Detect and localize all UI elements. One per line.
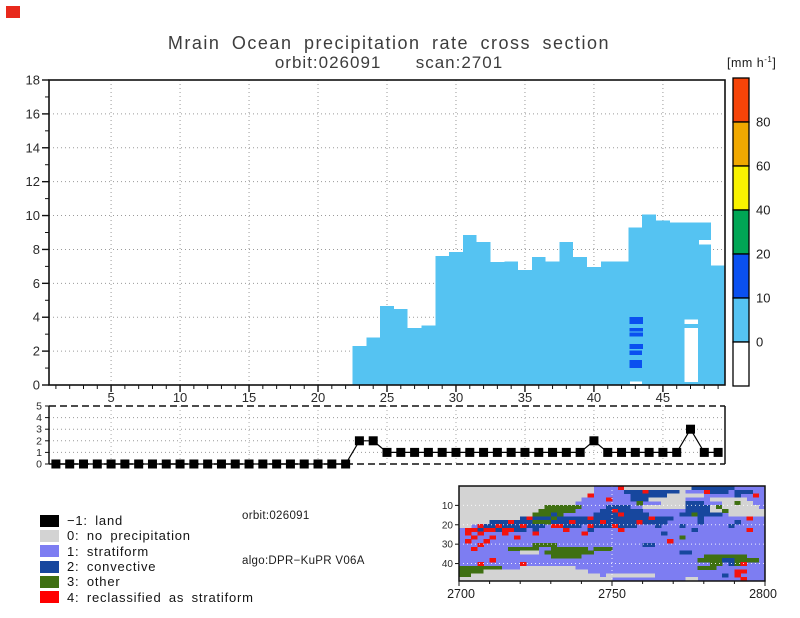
svg-text:12: 12 [26, 174, 40, 189]
svg-text:1: 1 [36, 447, 42, 459]
svg-text:35: 35 [518, 390, 532, 405]
svg-text:8: 8 [33, 242, 40, 257]
svg-text:60: 60 [756, 159, 770, 174]
reclassified-swatch-icon [40, 591, 59, 604]
unit-prefix: [mm h [727, 56, 765, 71]
no-precipitation-swatch-icon [40, 529, 59, 542]
convective-swatch-icon [40, 560, 59, 573]
legend: −1: land 0: no precipitation 1: stratifo… [40, 513, 254, 605]
svg-text:15: 15 [242, 390, 256, 405]
svg-text:25: 25 [380, 390, 394, 405]
svg-text:4: 4 [36, 412, 42, 424]
svg-text:0: 0 [36, 459, 42, 471]
svg-text:3: 3 [36, 424, 42, 436]
svg-text:16: 16 [26, 106, 40, 121]
annotation-algo: algo:DPR−KuPR V06A [242, 555, 365, 567]
svg-text:80: 80 [756, 115, 770, 130]
svg-text:10: 10 [442, 501, 454, 512]
svg-text:6: 6 [33, 276, 40, 291]
svg-text:45: 45 [656, 390, 670, 405]
svg-text:20: 20 [442, 520, 454, 531]
svg-text:14: 14 [26, 140, 40, 155]
other-swatch-icon [40, 575, 59, 588]
legend-item-other: 3: other [40, 574, 254, 589]
colorbar: 80 60 40 20 10 0 [732, 77, 770, 387]
svg-text:2700: 2700 [447, 587, 475, 601]
chart-title: Mrain Ocean precipitation rate cross sec… [167, 33, 611, 53]
svg-text:40: 40 [442, 559, 454, 570]
cross-section-plot: 5 10 15 20 25 30 35 40 45 0 2 4 6 8 10 12 14 16 18 [26, 73, 726, 405]
chart-subtitle: orbit:026091 scan:2701 [274, 53, 504, 72]
legend-item-stratiform: 1: stratiform [40, 544, 254, 559]
svg-text:2750: 2750 [598, 587, 626, 601]
svg-text:4: 4 [33, 310, 40, 325]
colorbar-unit-label: [mm h-1] [727, 55, 799, 70]
svg-text:10: 10 [26, 208, 40, 223]
svg-text:30: 30 [449, 390, 463, 405]
svg-text:2: 2 [36, 435, 42, 447]
legend-item-convective: 2: convective [40, 559, 254, 574]
legend-label: 1: stratiform [67, 543, 150, 559]
svg-text:20: 20 [756, 247, 770, 262]
svg-text:20: 20 [311, 390, 325, 405]
svg-text:0: 0 [756, 335, 763, 350]
annotation-orbit: orbit:026091 [242, 510, 310, 522]
classification-map: 10 20 30 40 2700 2750 2800 [442, 485, 777, 601]
svg-text:18: 18 [26, 73, 40, 88]
legend-item-reclassified: 4: reclassified as stratiform [40, 589, 254, 605]
svg-text:2800: 2800 [749, 587, 777, 601]
svg-text:5: 5 [107, 390, 114, 405]
svg-text:10: 10 [173, 390, 187, 405]
legend-label: 3: other [67, 574, 121, 590]
unit-suffix: ] [772, 56, 777, 71]
svg-text:30: 30 [442, 540, 454, 551]
svg-text:0: 0 [33, 378, 40, 393]
legend-label: 0: no precipitation [67, 528, 191, 544]
land-swatch-icon [40, 514, 59, 527]
svg-text:40: 40 [756, 203, 770, 218]
unit-superscript: -1 [764, 55, 773, 64]
svg-text:40: 40 [587, 390, 601, 405]
red-square-icon [6, 6, 20, 18]
legend-item-land: −1: land [40, 513, 254, 528]
legend-label: −1: land [67, 513, 124, 529]
legend-item-no-precipitation: 0: no precipitation [40, 528, 254, 543]
svg-text:5: 5 [36, 401, 42, 413]
legend-label: 2: convective [67, 559, 157, 575]
svg-text:2: 2 [33, 344, 40, 359]
svg-text:10: 10 [756, 291, 770, 306]
annotation-block: orbit:026091 algo:DPR−KuPR V06A [242, 479, 365, 599]
legend-label: 4: reclassified as stratiform [67, 589, 254, 605]
stratiform-swatch-icon [40, 545, 59, 558]
